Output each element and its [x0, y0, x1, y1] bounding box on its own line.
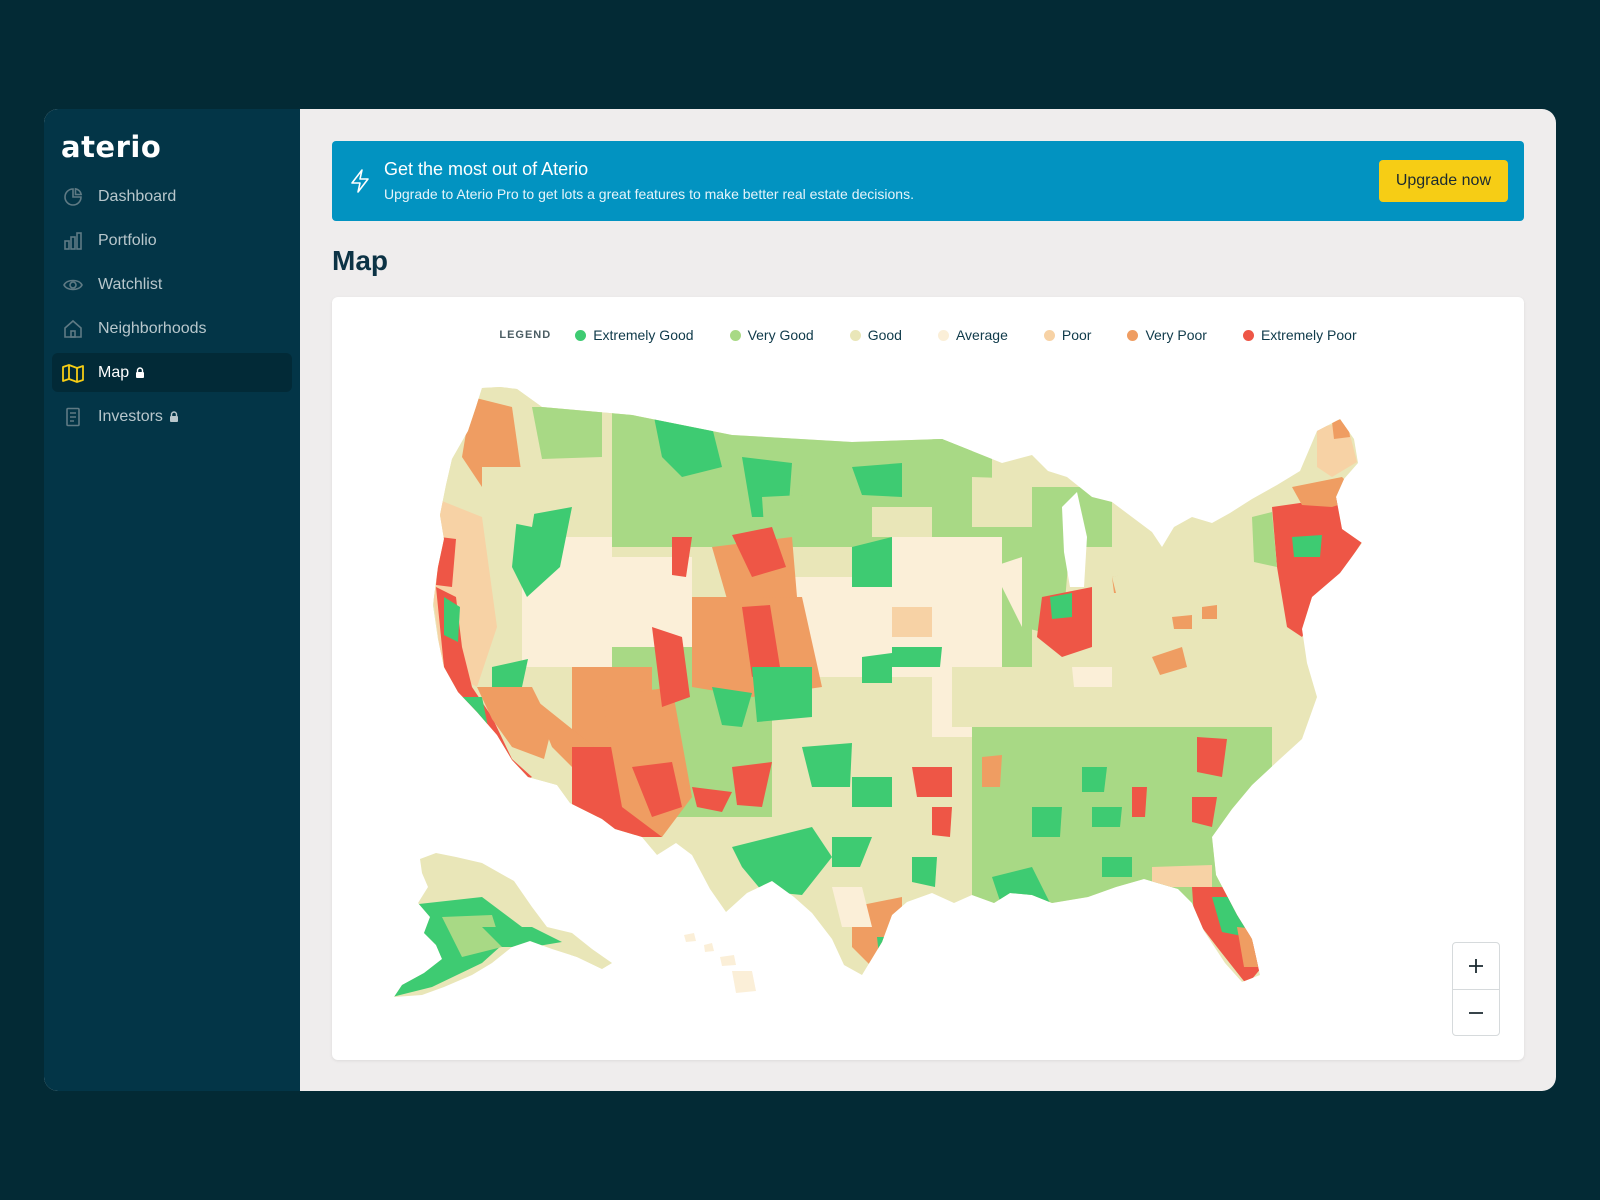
zoom-control: [1452, 942, 1500, 1036]
plus-icon: [1469, 959, 1483, 973]
sidebar: aterio Dashboard: [44, 109, 300, 1091]
legend-label: Extremely Poor: [1260, 327, 1357, 343]
legend-label: Good: [867, 327, 902, 343]
main-content: Get the most out of Aterio Upgrade to At…: [300, 109, 1556, 1091]
us-choropleth-map[interactable]: [332, 367, 1524, 1007]
legend-item-extremely-poor: Extremely Poor: [1242, 327, 1357, 343]
hawaii-islands: [684, 933, 756, 993]
legend-item-good: Good: [849, 327, 902, 343]
bar-chart-icon: [62, 230, 84, 252]
sidebar-item-dashboard[interactable]: Dashboard: [52, 177, 292, 216]
sidebar-item-label: Watchlist: [98, 275, 163, 293]
sidebar-item-label: Investors: [98, 407, 163, 425]
banner-text: Get the most out of Aterio Upgrade to At…: [384, 157, 1379, 205]
sidebar-item-label: Map: [98, 363, 130, 381]
map-icon: [62, 362, 84, 384]
sidebar-item-portfolio[interactable]: Portfolio: [52, 221, 292, 260]
upgrade-now-button[interactable]: Upgrade now: [1378, 160, 1508, 202]
sidebar-nav: Dashboard Portfolio: [52, 177, 292, 436]
legend-label: Very Poor: [1145, 327, 1207, 343]
sidebar-item-label: Neighborhoods: [98, 319, 207, 337]
legend-title: LEGEND: [499, 329, 552, 341]
legend-label: Poor: [1061, 327, 1092, 343]
app-window: aterio Dashboard: [44, 109, 1556, 1091]
logo: aterio: [61, 130, 162, 164]
legend-item-very-good: Very Good: [729, 327, 814, 343]
lock-icon: [135, 367, 145, 378]
sidebar-item-investors[interactable]: Investors: [52, 397, 292, 436]
legend-dot: [937, 329, 949, 341]
minus-icon: [1469, 1011, 1483, 1014]
zoom-in-button[interactable]: [1453, 943, 1499, 989]
legend-item-extremely-good: Extremely Good: [575, 327, 694, 343]
legend-dot: [575, 329, 587, 341]
banner-subtitle: Upgrade to Aterio Pro to get lots a grea…: [384, 186, 914, 202]
document-icon: [62, 406, 84, 428]
legend-label: Average: [955, 327, 1008, 343]
sidebar-item-label: Portfolio: [98, 231, 157, 249]
legend-label: Very Good: [747, 327, 814, 343]
page-title: Map: [332, 245, 388, 276]
legend-item-very-poor: Very Poor: [1127, 327, 1207, 343]
legend-dot: [1242, 329, 1254, 341]
legend-item-average: Average: [937, 327, 1008, 343]
legend-item-poor: Poor: [1043, 327, 1092, 343]
banner-title: Get the most out of Aterio: [384, 159, 589, 179]
lock-icon: [169, 411, 179, 422]
sidebar-item-watchlist[interactable]: Watchlist: [52, 265, 292, 304]
sidebar-item-map[interactable]: Map: [52, 353, 292, 392]
sidebar-item-label: Dashboard: [98, 187, 177, 205]
legend-dot: [849, 329, 861, 341]
legend: LEGEND Extremely Good Very Good Good Ave…: [332, 327, 1524, 343]
legend-dot: [1127, 329, 1139, 341]
legend-dot: [729, 329, 741, 341]
legend-dot: [1043, 329, 1055, 341]
pie-chart-icon: [62, 186, 84, 208]
home-icon: [62, 318, 84, 340]
alaska-regions: [394, 853, 612, 997]
eye-icon: [62, 274, 84, 296]
lightning-icon: [348, 169, 372, 193]
map-card: LEGEND Extremely Good Very Good Good Ave…: [332, 297, 1524, 1060]
sidebar-item-neighborhoods[interactable]: Neighborhoods: [52, 309, 292, 348]
upgrade-banner: Get the most out of Aterio Upgrade to At…: [332, 141, 1524, 221]
legend-label: Extremely Good: [593, 327, 694, 343]
zoom-out-button[interactable]: [1453, 989, 1499, 1035]
